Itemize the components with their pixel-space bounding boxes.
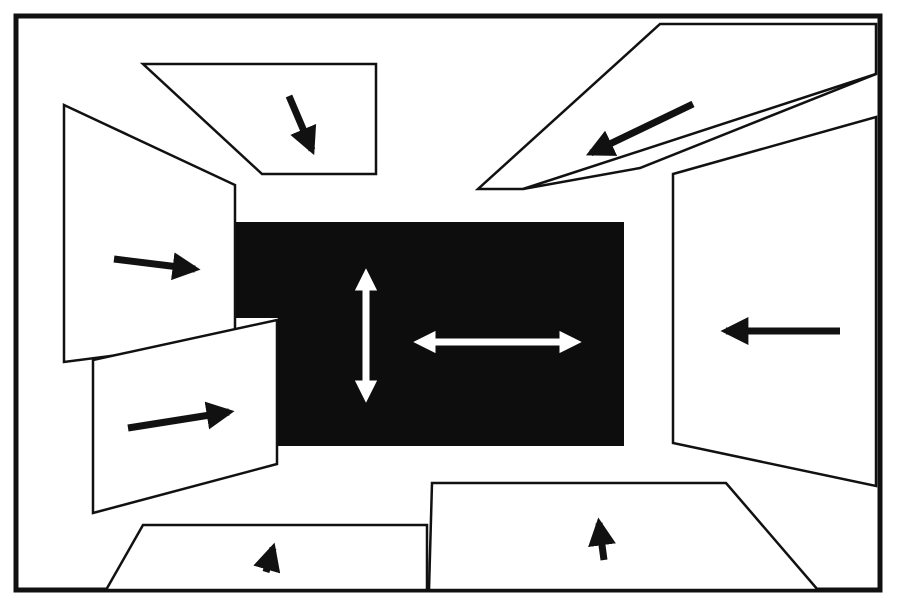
wall-panel-left-lower-arrow (127, 401, 235, 432)
ceiling-panel-right (474, 22, 878, 191)
central-screen (235, 222, 624, 446)
ceiling-panel-right-inner-edge (522, 72, 877, 191)
floor-panel-right-arrow (588, 517, 616, 561)
floor-panel-right (427, 481, 821, 592)
ceiling-panel-left (139, 62, 378, 176)
floor-panel-left (103, 523, 429, 592)
wall-panel-right (671, 115, 878, 488)
ceiling-panel-left-arrow (285, 94, 317, 156)
floor-panel-left-arrow (253, 542, 281, 574)
wall-panel-left-upper-arrow (113, 252, 201, 281)
ceiling-panel-right-arrow (585, 100, 695, 157)
